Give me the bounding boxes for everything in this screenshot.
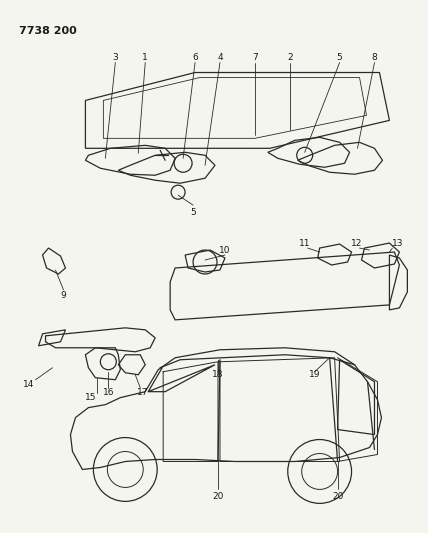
Text: 15: 15 [85, 393, 96, 402]
Text: 7: 7 [252, 53, 258, 62]
Text: 18: 18 [212, 370, 224, 379]
Text: 5: 5 [190, 208, 196, 216]
Text: 10: 10 [219, 246, 231, 255]
Text: 17: 17 [137, 388, 148, 397]
Text: 19: 19 [309, 370, 321, 379]
Text: 11: 11 [299, 239, 310, 247]
Text: 2: 2 [287, 53, 293, 62]
Text: 7738 200: 7738 200 [19, 26, 76, 36]
Text: 1: 1 [143, 53, 148, 62]
Text: 3: 3 [113, 53, 118, 62]
Text: 9: 9 [61, 292, 66, 301]
Text: 12: 12 [351, 239, 362, 247]
Text: 13: 13 [392, 239, 403, 247]
Text: 4: 4 [217, 53, 223, 62]
Text: 6: 6 [192, 53, 198, 62]
Text: 20: 20 [212, 492, 224, 501]
Text: 8: 8 [372, 53, 377, 62]
Text: 16: 16 [103, 388, 114, 397]
Text: 14: 14 [23, 380, 34, 389]
Text: 20: 20 [332, 492, 343, 501]
Text: 5: 5 [337, 53, 342, 62]
